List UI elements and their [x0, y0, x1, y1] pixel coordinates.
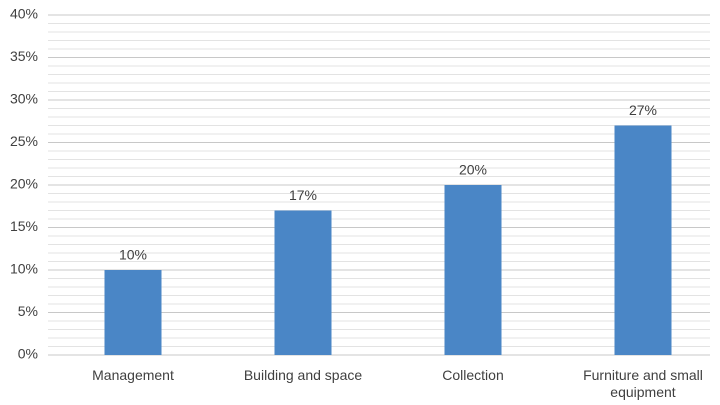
x-tick-label: Furniture and small equipment [583, 367, 703, 400]
data-label: 10% [119, 247, 147, 263]
y-tick-label: 5% [18, 303, 38, 319]
data-label: 20% [459, 162, 487, 178]
y-tick-label: 15% [10, 218, 38, 234]
bar [444, 185, 502, 355]
y-tick-label: 10% [10, 261, 38, 277]
y-tick-label: 35% [10, 48, 38, 64]
y-tick-label: 0% [18, 346, 38, 362]
x-tick-label: Collection [442, 367, 504, 383]
y-tick-label: 30% [10, 91, 38, 107]
y-tick-label: 25% [10, 133, 38, 149]
data-label: 27% [629, 102, 657, 118]
bar [274, 210, 332, 355]
bar [614, 125, 672, 355]
y-tick-label: 40% [10, 6, 38, 22]
bar [104, 270, 162, 355]
x-tick-label: Management [92, 367, 174, 383]
x-tick-label: Building and space [243, 367, 363, 383]
data-label: 17% [289, 187, 317, 203]
y-tick-label: 20% [10, 176, 38, 192]
